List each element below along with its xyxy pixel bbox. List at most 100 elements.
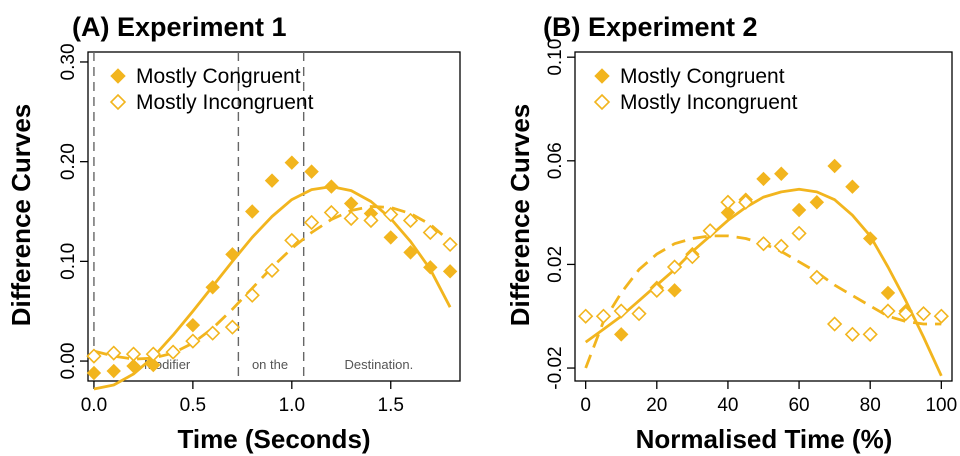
data-point bbox=[613, 303, 629, 319]
data-point bbox=[165, 344, 181, 360]
data-point bbox=[264, 262, 280, 278]
data-point bbox=[402, 212, 419, 229]
data-point bbox=[720, 194, 736, 210]
x-tick-label: 0.5 bbox=[180, 395, 206, 416]
data-point bbox=[933, 308, 949, 324]
data-point bbox=[880, 285, 896, 301]
y-tick-label: -0.02 bbox=[545, 346, 566, 389]
phase-label: Destination. bbox=[345, 357, 414, 372]
legend-label: Mostly Congruent bbox=[136, 65, 301, 88]
data-point bbox=[720, 205, 736, 220]
data-point bbox=[244, 287, 260, 303]
panel-b-series-mostly-congruent bbox=[584, 158, 943, 377]
y-tick-label: 0.02 bbox=[545, 246, 566, 283]
data-point bbox=[383, 230, 398, 245]
y-tick-label: 0.10 bbox=[545, 39, 566, 76]
data-point bbox=[862, 326, 878, 343]
data-point bbox=[205, 325, 221, 341]
data-point bbox=[303, 214, 320, 231]
data-point bbox=[827, 158, 842, 174]
legend-label: Mostly Congruent bbox=[620, 65, 785, 88]
panel-b-x-axis: 0 20 40 60 80 100 bbox=[580, 381, 957, 416]
legend-label: Mostly Incongruent bbox=[620, 91, 798, 114]
panel-a-y-axis-title: Difference Curves bbox=[6, 104, 36, 327]
data-point bbox=[225, 247, 240, 262]
data-point bbox=[915, 306, 932, 322]
panel-b-y-axis-title: Difference Curves bbox=[505, 104, 535, 327]
data-point bbox=[423, 260, 438, 275]
data-point bbox=[125, 346, 142, 362]
data-point bbox=[324, 179, 339, 194]
panel-b-plot-frame bbox=[574, 51, 953, 382]
phase-label: on the bbox=[252, 357, 288, 372]
panel-b-legend: Mostly Congruent Mostly Incongruent bbox=[593, 65, 798, 114]
data-point bbox=[205, 280, 220, 295]
panel-experiment-2: (B) Experiment 2 Normalised Time (%) Dif… bbox=[505, 12, 957, 454]
x-tick-label: 20 bbox=[646, 395, 667, 416]
data-point bbox=[185, 333, 201, 349]
data-point bbox=[442, 236, 458, 253]
legend-marker bbox=[110, 68, 126, 84]
x-tick-label: 0.0 bbox=[81, 395, 107, 416]
y-tick-label: 0.06 bbox=[545, 142, 566, 179]
data-point bbox=[343, 196, 359, 211]
data-point bbox=[738, 194, 754, 210]
panel-a-plot-frame bbox=[87, 51, 461, 382]
legend-marker bbox=[109, 93, 127, 111]
x-tick-label: 0 bbox=[580, 395, 591, 416]
data-point bbox=[284, 155, 300, 170]
data-point bbox=[862, 231, 878, 246]
data-point bbox=[773, 238, 789, 254]
data-point bbox=[185, 317, 201, 333]
panel-a-y-axis: 0.00 0.10 0.20 0.30 bbox=[58, 43, 88, 380]
panel-b-y-axis: -0.02 0.02 0.06 0.10 bbox=[545, 39, 575, 390]
legend-label: Mostly Incongruent bbox=[136, 91, 314, 114]
data-point bbox=[791, 202, 807, 218]
data-point bbox=[844, 326, 861, 343]
fit-curve bbox=[93, 205, 452, 361]
panel-b-series-mostly-incongruent bbox=[578, 194, 949, 369]
x-tick-label: 1.0 bbox=[279, 395, 305, 416]
data-point bbox=[106, 363, 121, 379]
data-point bbox=[666, 259, 683, 275]
data-point bbox=[145, 346, 161, 362]
panel-b-x-axis-title: Normalised Time (%) bbox=[636, 424, 893, 454]
data-point bbox=[363, 212, 379, 229]
data-point bbox=[578, 308, 594, 324]
data-point bbox=[86, 365, 102, 381]
y-tick-label: 0.10 bbox=[58, 243, 79, 280]
data-point bbox=[827, 316, 843, 332]
data-point bbox=[383, 206, 399, 223]
panel-experiment-1: (A) Experiment 1 Time (Seconds) Differen… bbox=[6, 12, 461, 454]
legend-marker bbox=[593, 93, 611, 111]
data-point bbox=[595, 308, 612, 324]
data-point bbox=[403, 245, 418, 260]
x-tick-label: 100 bbox=[925, 395, 957, 416]
data-point bbox=[422, 224, 438, 241]
x-tick-label: 1.5 bbox=[378, 395, 404, 416]
data-point bbox=[304, 164, 319, 179]
y-tick-label: 0.00 bbox=[58, 343, 79, 380]
data-point bbox=[284, 232, 300, 249]
data-point bbox=[264, 173, 280, 188]
x-tick-label: 40 bbox=[717, 395, 738, 416]
data-point bbox=[684, 249, 700, 265]
data-point bbox=[126, 358, 141, 374]
data-point bbox=[880, 303, 896, 319]
data-point bbox=[667, 283, 682, 298]
data-point bbox=[898, 306, 914, 322]
data-point bbox=[649, 282, 665, 298]
data-point bbox=[809, 269, 825, 286]
x-tick-label: 80 bbox=[860, 395, 881, 416]
y-tick-label: 0.30 bbox=[58, 43, 79, 80]
legend-marker bbox=[594, 68, 610, 84]
data-point bbox=[146, 357, 161, 373]
panel-a-title: (A) Experiment 1 bbox=[72, 12, 287, 42]
fit-curve bbox=[584, 187, 943, 377]
data-point bbox=[631, 306, 647, 322]
data-point bbox=[791, 225, 807, 241]
data-point bbox=[845, 179, 860, 194]
data-point bbox=[809, 195, 825, 210]
data-point bbox=[86, 348, 102, 364]
